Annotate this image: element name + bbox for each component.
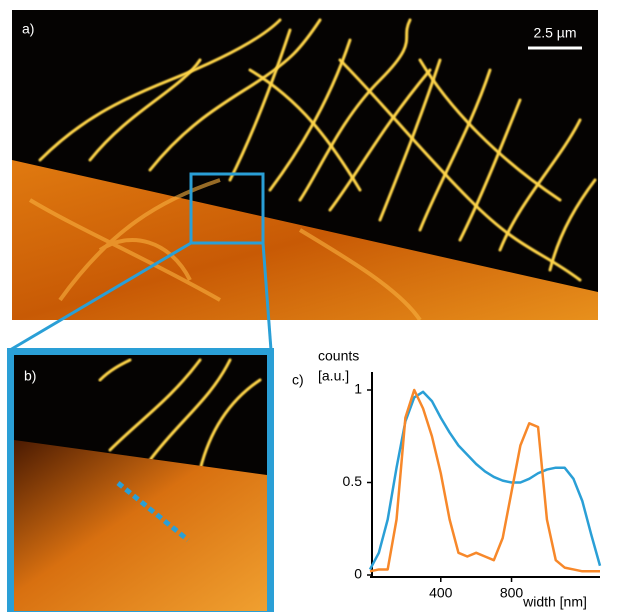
panel-label: c) [292, 372, 304, 388]
y-tick-label: 0.5 [343, 473, 363, 489]
x-tick-label: 800 [500, 585, 524, 601]
micrograph-b [14, 355, 267, 612]
x-tick-label: 400 [429, 585, 453, 601]
micrograph-a [12, 10, 598, 320]
panel-label: a) [22, 21, 34, 37]
scale-bar-label: 2.5 µm [533, 25, 576, 41]
y-axis-label: counts [318, 348, 359, 364]
data-line [370, 390, 600, 571]
figure: a) 2.5 µm b) c) counts [a.u.] width [nm]… [0, 0, 627, 612]
y-tick-label: 0 [354, 566, 362, 582]
x-axis-label: width [nm] [522, 594, 587, 610]
panel-label: b) [24, 368, 36, 384]
y-tick-label: 1 [354, 381, 362, 397]
y-axis-label: [a.u.] [318, 368, 349, 384]
